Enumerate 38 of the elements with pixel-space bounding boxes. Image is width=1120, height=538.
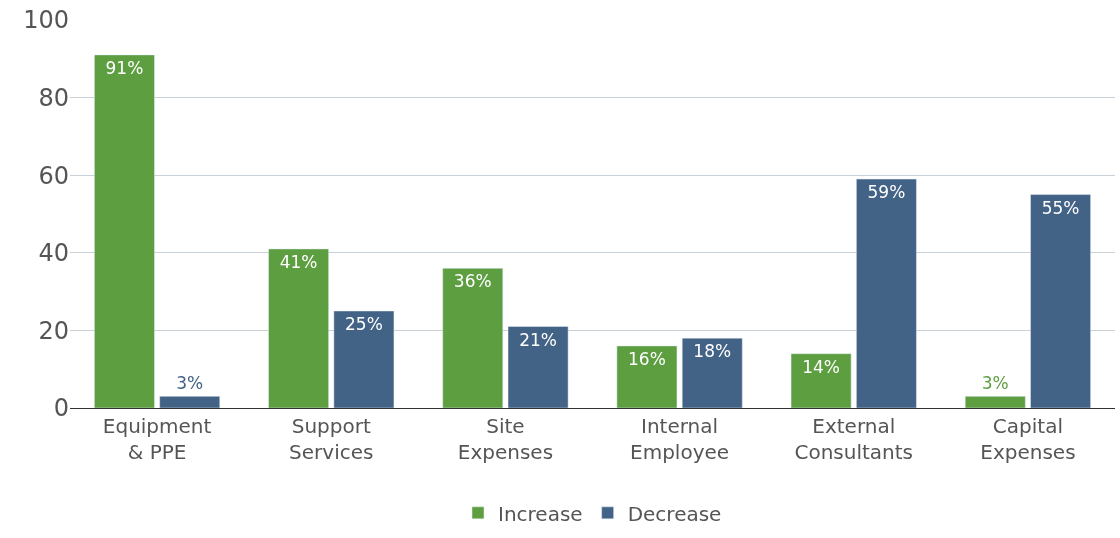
x-tick-label: External Consultants <box>794 414 914 464</box>
bar <box>964 396 1026 408</box>
bar <box>616 345 678 408</box>
x-tick-label: Capital Expenses <box>980 414 1076 464</box>
y-tick-label: 80 <box>38 84 69 112</box>
bar <box>94 54 155 408</box>
data-label: 25% <box>345 314 383 334</box>
data-label: 59% <box>867 182 906 203</box>
bar <box>442 268 504 408</box>
data-label: 41% <box>279 251 318 272</box>
y-tick-label: 0 <box>53 394 69 423</box>
y-tick-label: 100 <box>23 6 69 35</box>
data-label: 3% <box>176 373 204 394</box>
data-label: 55% <box>1041 197 1080 218</box>
x-tick-label: Internal Employee <box>630 414 730 464</box>
data-label: 91% <box>105 57 144 78</box>
data-label: 36% <box>453 271 492 292</box>
data-label: 16% <box>628 348 666 369</box>
bar <box>681 337 743 408</box>
bar <box>159 396 221 408</box>
data-label: 18% <box>693 341 732 362</box>
x-tick-label: Support Services <box>289 414 374 464</box>
legend-label: Increase <box>498 501 583 526</box>
bar <box>333 310 395 408</box>
legend-label: Decrease <box>627 501 722 526</box>
x-tick-label: Equipment & PPE <box>102 414 212 464</box>
y-tick-label: 20 <box>38 316 69 345</box>
bar <box>856 178 917 408</box>
y-tick-label: 40 <box>38 239 69 268</box>
x-tick-label: Site Expenses <box>457 414 554 464</box>
bar <box>268 248 329 408</box>
data-label: 14% <box>802 356 840 377</box>
bar <box>790 353 852 408</box>
data-label: 21% <box>519 329 557 350</box>
bar <box>507 326 569 408</box>
y-tick-label: 60 <box>38 161 69 190</box>
bar <box>1030 194 1091 408</box>
data-label: 3% <box>981 373 1009 394</box>
